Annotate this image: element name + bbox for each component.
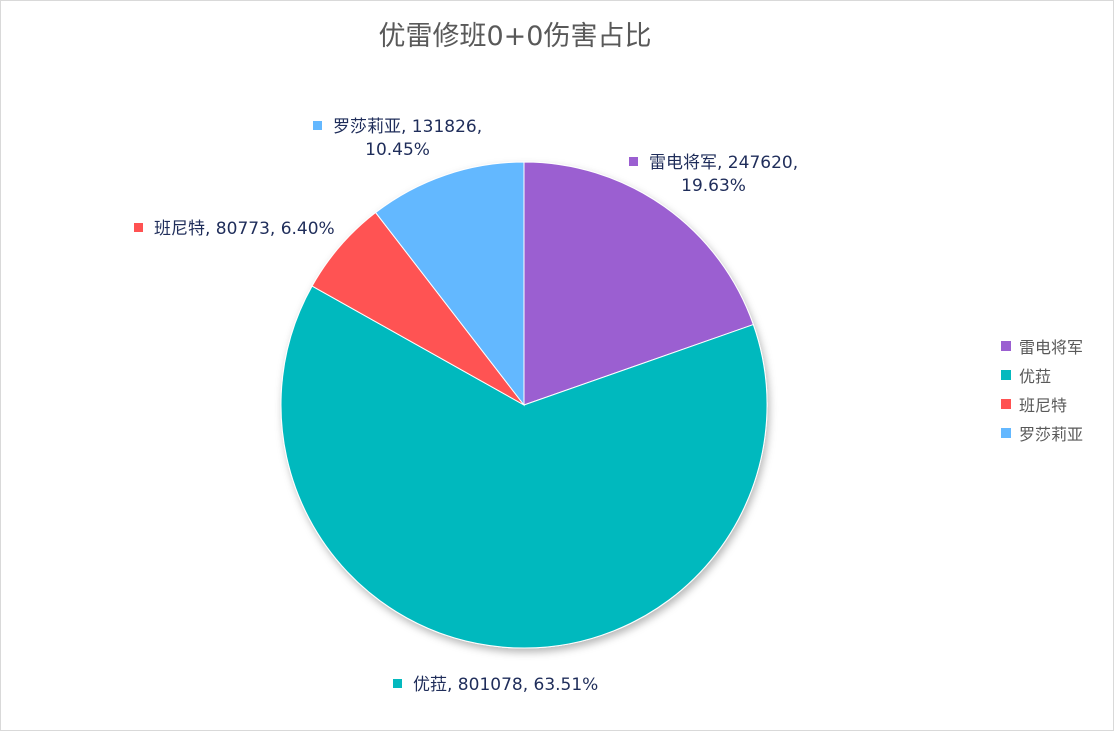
data-label-bennett: 班尼特, 80773, 6.40% xyxy=(134,219,335,239)
data-label-marker xyxy=(313,121,322,130)
legend-item-eula: 优菈 xyxy=(1001,360,1083,389)
data-label-marker xyxy=(629,157,638,166)
legend-label: 雷电将军 xyxy=(1019,337,1084,357)
legend-swatch xyxy=(1001,369,1011,380)
data-label-percent: 19.63% xyxy=(681,176,746,196)
data-label-percent: 10.45% xyxy=(365,140,430,160)
pie-slice-eula xyxy=(280,285,768,649)
legend-swatch xyxy=(1001,340,1011,351)
legend-item-rosaria: 罗莎莉亚 xyxy=(1001,418,1083,447)
legend: 雷电将军优菈班尼特罗莎莉亚 xyxy=(1001,331,1083,447)
data-label-text: 优菈, 801078, 63.51% xyxy=(413,675,598,695)
chart-title: 优雷修班0+0伤害占比 xyxy=(378,21,652,52)
legend-label: 罗莎莉亚 xyxy=(1019,424,1084,444)
legend-swatch xyxy=(1001,427,1011,438)
data-label-text: 罗莎莉亚, 131826, xyxy=(333,117,482,137)
data-label-text: 雷电将军, 247620, xyxy=(649,153,798,173)
data-label-marker xyxy=(134,223,143,232)
legend-label: 班尼特 xyxy=(1019,395,1068,415)
data-label-raiden: 雷电将军, 247620, 19.63% xyxy=(629,153,798,196)
data-label-eula: 优菈, 801078, 63.51% xyxy=(393,675,598,695)
legend-label: 优菈 xyxy=(1019,366,1052,386)
legend-item-bennett: 班尼特 xyxy=(1001,389,1083,418)
data-label-marker xyxy=(393,679,402,688)
data-label-rosaria: 罗莎莉亚, 131826, 10.45% xyxy=(313,117,482,160)
data-label-text: 班尼特, 80773, 6.40% xyxy=(154,219,335,239)
pie-slice-rosaria xyxy=(374,161,525,407)
legend-item-raiden: 雷电将军 xyxy=(1001,331,1083,360)
legend-swatch xyxy=(1001,398,1011,409)
